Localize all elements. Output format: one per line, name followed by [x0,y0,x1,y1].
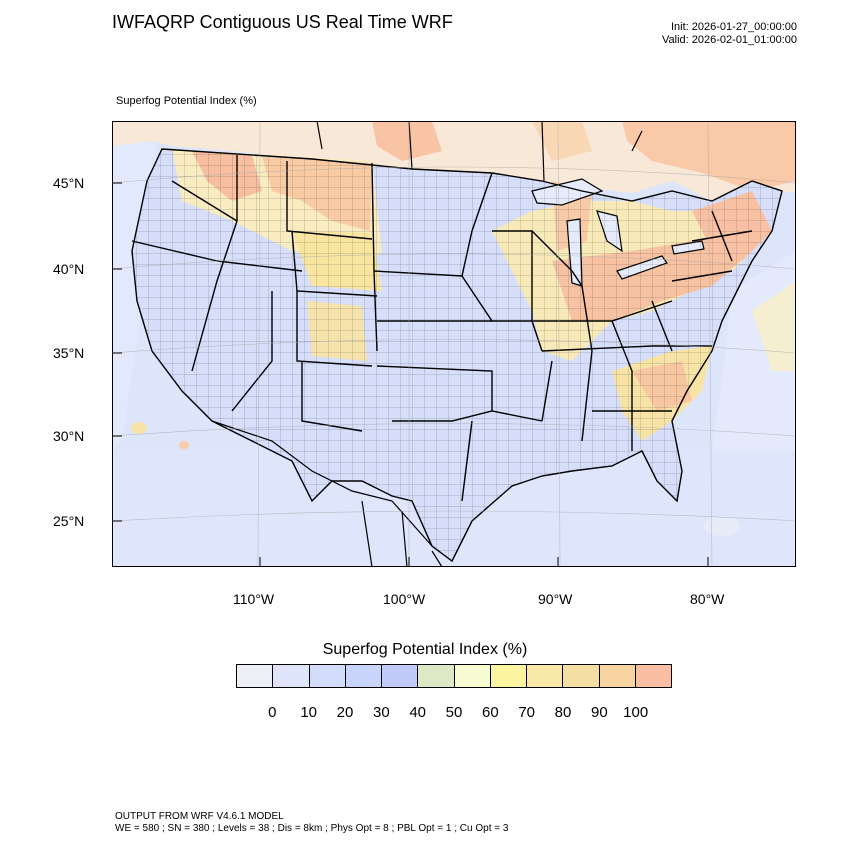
lon-label-100: 100°W [383,591,426,607]
axis-ticks [112,182,709,567]
canada-hot-2 [372,121,442,161]
lat-label-45: 45°N [53,175,85,191]
lat-label-35: 35°N [53,345,85,361]
colorbar-box [599,665,636,687]
pacific-patch-2 [179,441,189,449]
colorbar-tick-label: 80 [554,704,572,721]
colorbar [236,664,672,688]
state-lines [131,148,783,563]
colorbar-box [418,665,455,687]
lat-label-30: 30°N [53,428,85,444]
colorbar-tick-label: 30 [372,704,390,721]
valid-time: Valid: 2026-02-01_01:00:00 [662,34,797,46]
lon-label-80: 80°W [690,591,725,607]
map-border [112,121,796,567]
colorbar-tick-label: 90 [590,704,608,721]
atlantic-warm [752,281,796,371]
lon-label-110: 110°W [233,591,275,607]
colorbar-box [382,665,419,687]
main-title: IWFAQRP Contiguous US Real Time WRF [112,12,453,32]
colorbar-title: Superfog Potential Index (%) [322,641,528,658]
map-plot [112,121,796,567]
init-time: Init: 2026-01-27_00:00:00 [671,21,797,33]
lat-label-25: 25°N [53,513,85,529]
footer-config: WE = 580 ; SN = 380 ; Levels = 38 ; Dis … [115,823,509,834]
colorbar-tick-label: 70 [518,704,535,721]
lon-label-90: 90°W [538,591,573,607]
graticule [112,121,796,567]
colorbar-box [237,665,274,687]
pacific-patch-1 [131,422,147,434]
colorbar-box [273,665,310,687]
lat-label-40: 40°N [53,261,85,277]
colorbar-box [490,665,527,687]
footer-model: OUTPUT FROM WRF V4.6.1 MODEL [115,811,284,822]
colorbar-box [309,665,346,687]
colorbar-tick-label: 0 [268,704,277,721]
colorbar-tick-label: 100 [623,704,649,721]
colorbar-box [454,665,491,687]
canada-region [112,121,796,201]
international-borders [211,121,643,567]
colorbar-tick-label: 40 [409,704,426,721]
colorbar-box [635,665,671,687]
colorbar-box [345,665,382,687]
bahamas-patch [704,516,740,536]
colorbar-tick-label: 50 [445,704,463,721]
colorbar-tick-label: 20 [336,704,354,721]
colorbar-box [563,665,600,687]
colorbar-tick-label: 10 [300,704,317,721]
colorbar-box [527,665,564,687]
plot-subtitle: Superfog Potential Index (%) [116,95,257,107]
canada-hot-3 [532,121,592,161]
canada-hot-1 [622,121,796,191]
colorbar-tick-label: 60 [481,704,499,721]
